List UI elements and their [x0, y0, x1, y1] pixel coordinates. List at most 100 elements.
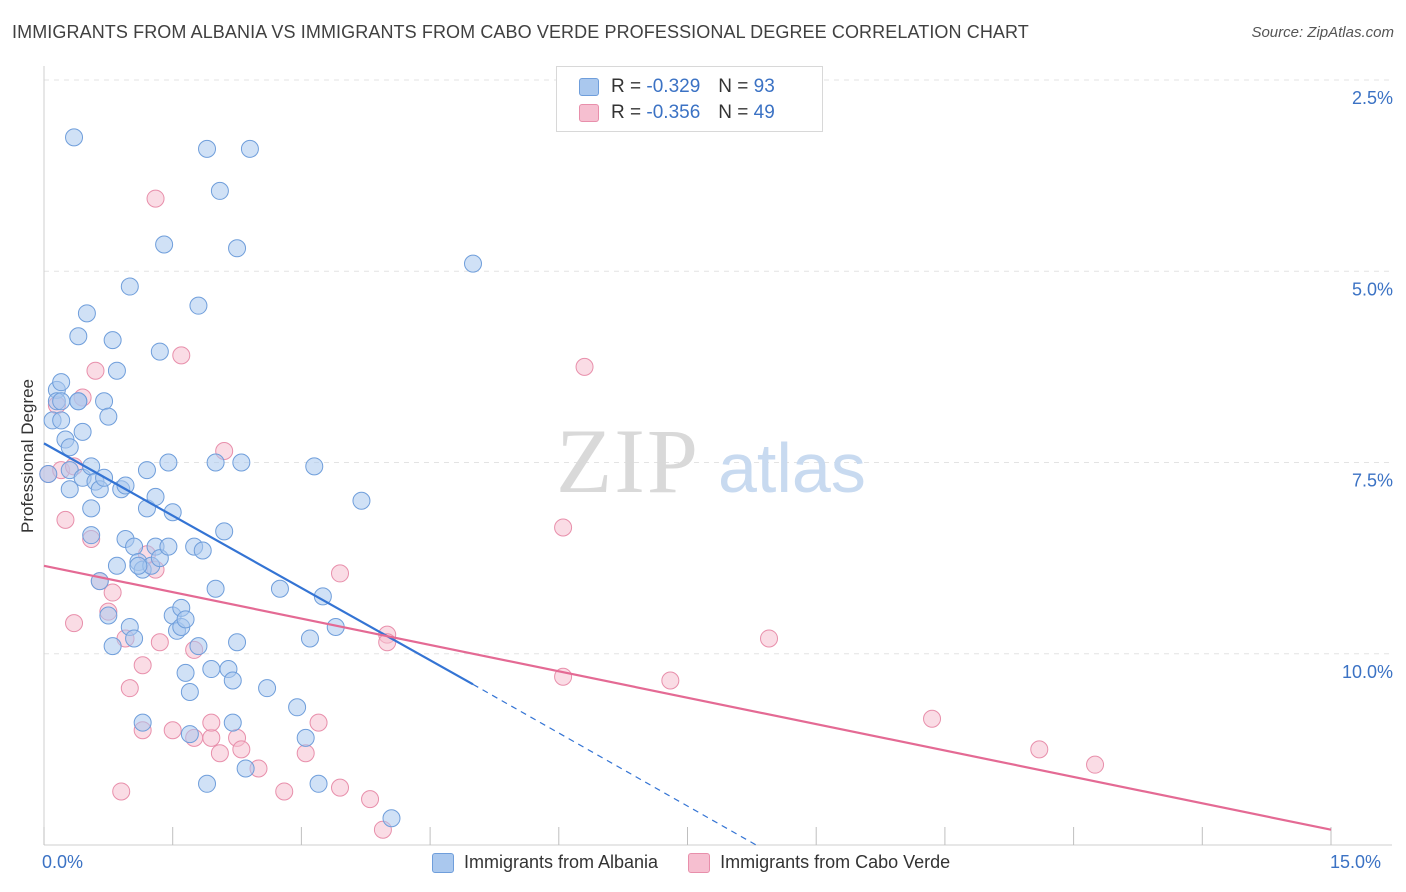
- axes: [43, 66, 1392, 846]
- albania-point: [107, 361, 126, 380]
- albania-point: [464, 254, 482, 273]
- cabo-verde-point: [202, 713, 221, 732]
- y-tick-label: 2.5%: [1352, 88, 1393, 108]
- albania-point: [309, 774, 328, 793]
- albania-point: [202, 660, 221, 679]
- y-tick-label: 7.5%: [1352, 471, 1393, 491]
- albania-point: [189, 637, 208, 656]
- albania-point: [223, 713, 242, 732]
- albania-point: [180, 725, 199, 744]
- albania-point: [189, 296, 208, 315]
- albania-point: [210, 181, 229, 200]
- albania-swatch: [579, 78, 599, 96]
- albania-point: [206, 453, 225, 472]
- albania-point: [240, 139, 259, 158]
- albania-point: [107, 556, 126, 575]
- watermark-atlas: atlas: [718, 429, 866, 507]
- albania-point: [176, 663, 195, 682]
- albania-point: [163, 503, 182, 522]
- cabo-verde-point: [65, 614, 84, 633]
- albania-point: [193, 541, 212, 560]
- legend-item-cabo-verde[interactable]: Immigrants from Cabo Verde: [688, 852, 950, 873]
- albania-point: [288, 698, 307, 717]
- cabo-verde-point: [163, 721, 182, 740]
- cabo-verde-point: [86, 361, 105, 380]
- albania-point: [60, 480, 79, 499]
- cabo-verde-swatch: [579, 104, 599, 122]
- stats-legend: R = -0.329 N = 93 R = -0.356 N = 49: [556, 66, 823, 132]
- grid-lines: [44, 79, 1392, 655]
- cabo-verde-point: [232, 740, 251, 759]
- albania-point: [95, 392, 114, 411]
- y-tick-label: 5.0%: [1352, 279, 1393, 299]
- cabo-verde-point: [661, 671, 680, 690]
- n-label: N =: [718, 102, 749, 123]
- y-tick-labels: 10.0% 7.5% 5.0% 2.5%: [1342, 88, 1393, 682]
- series-legend: Immigrants from Albania Immigrants from …: [432, 852, 980, 873]
- cabo-verde-point: [202, 728, 221, 747]
- albania-point: [73, 422, 92, 441]
- albania-point: [129, 556, 148, 575]
- trend-lines: [43, 442, 1332, 846]
- albania-point: [206, 579, 225, 598]
- cabo-verde-point: [133, 656, 152, 675]
- cabo-verde-point: [112, 782, 131, 801]
- albania-point: [215, 522, 234, 541]
- legend-item-albania[interactable]: Immigrants from Albania: [432, 852, 658, 873]
- cabo-verde-point: [275, 782, 294, 801]
- albania-point: [150, 342, 169, 361]
- cabo-verde-trend-line: [43, 564, 1332, 831]
- albania-point: [82, 499, 101, 518]
- albania-point: [176, 610, 195, 629]
- albania-point: [69, 392, 88, 411]
- cabo-verde-point: [554, 518, 573, 537]
- legend-label-cabo-verde: Immigrants from Cabo Verde: [720, 852, 951, 872]
- albania-point: [69, 327, 88, 346]
- albania-point: [305, 457, 324, 476]
- albania-point: [39, 464, 58, 483]
- albania-point: [258, 679, 277, 698]
- albania-point: [300, 629, 319, 648]
- source-credit: Source: ZipAtlas.com: [1251, 24, 1394, 41]
- cabo-verde-point: [56, 510, 75, 529]
- x-tick-max: 15.0%: [1330, 852, 1382, 872]
- albania-swatch: [432, 852, 454, 873]
- x-tick-min: 0.0%: [42, 852, 84, 872]
- albania-point: [232, 453, 251, 472]
- watermark: ZIP atlas: [556, 410, 866, 512]
- r-value-cabo-verde: -0.356: [646, 102, 701, 123]
- n-value-cabo-verde: 49: [753, 102, 775, 123]
- albania-trend-extension: [472, 683, 757, 846]
- legend-row-albania: R = -0.329 N = 93: [579, 75, 775, 99]
- albania-point: [125, 537, 144, 556]
- n-value-albania: 93: [753, 76, 775, 97]
- cabo-verde-swatch: [688, 852, 711, 873]
- cabo-verde-point: [331, 778, 350, 797]
- cabo-verde-point: [210, 744, 229, 763]
- albania-point: [52, 392, 71, 411]
- albania-point: [296, 728, 315, 747]
- albania-point: [180, 683, 199, 701]
- cabo-verde-point: [296, 744, 315, 763]
- cabo-verde-point: [103, 583, 122, 602]
- albania-points: [39, 128, 482, 828]
- albania-point: [270, 579, 289, 598]
- albania-point: [52, 373, 71, 392]
- cabo-verde-point: [172, 346, 191, 365]
- y-tick-label: 10.0%: [1342, 662, 1393, 682]
- albania-point: [103, 637, 122, 656]
- r-label: R =: [611, 76, 642, 97]
- albania-point: [352, 491, 371, 510]
- albania-point: [120, 277, 139, 296]
- albania-point: [137, 461, 156, 480]
- albania-point: [82, 526, 101, 545]
- cabo-verde-point: [1086, 755, 1105, 774]
- albania-point: [155, 235, 174, 254]
- r-value-albania: -0.329: [646, 76, 701, 97]
- albania-point: [228, 239, 247, 258]
- albania-trend-line: [43, 442, 474, 686]
- albania-point: [99, 407, 118, 426]
- cabo-verde-point: [1030, 740, 1049, 759]
- albania-point: [125, 629, 144, 648]
- albania-point: [159, 453, 178, 472]
